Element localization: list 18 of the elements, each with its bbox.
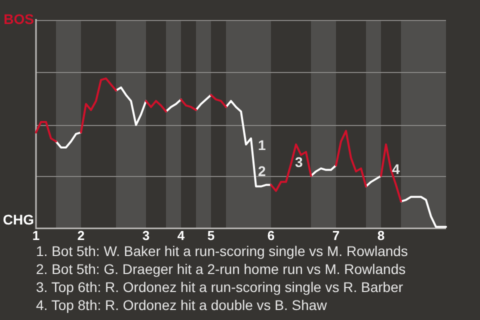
x-tick-label: 2	[77, 228, 85, 243]
text: 2. Bot 5th: G. Draeger hit a 2-run home run vs M. Rowlands	[36, 260, 407, 278]
annotation: 1	[258, 136, 266, 153]
annotation: 3	[295, 154, 303, 170]
x-tick-label: 6	[267, 228, 275, 243]
text: 3. Top 6th: R. Ordonez hit a run-scoring single vs R. Barber	[36, 278, 404, 296]
text: CHG	[2, 211, 34, 228]
text: BOS	[4, 10, 34, 27]
x-tick-label: 3	[142, 228, 150, 243]
annotation: 2	[258, 162, 266, 179]
x-tick-label: 1	[32, 228, 40, 243]
x-tick-label: 7	[332, 228, 340, 243]
text: 4. Top 8th: R. Ordonez hit a double vs B. Shaw	[36, 296, 328, 314]
x-tick-label: 4	[177, 228, 186, 243]
text: 1. Bot 5th: W. Baker hit a run-scoring single vs M. Rowlands	[36, 242, 408, 260]
annotation: 4	[392, 160, 400, 177]
x-tick-label: 8	[377, 228, 385, 243]
x-tick-label: 5	[207, 228, 215, 243]
